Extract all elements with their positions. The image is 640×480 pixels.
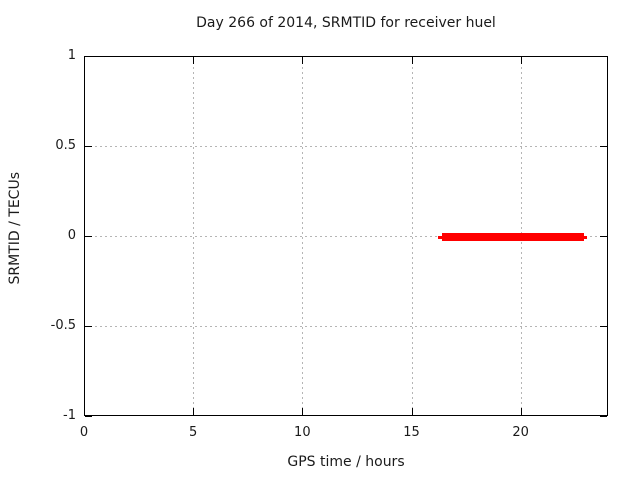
x-axis-label: GPS time / hours bbox=[287, 454, 405, 470]
y-gridline bbox=[85, 326, 607, 327]
y-gridline bbox=[85, 146, 607, 147]
y-tick-label: 0.5 bbox=[55, 138, 76, 153]
y-tick-right bbox=[600, 236, 607, 237]
x-tick-top bbox=[520, 57, 522, 64]
x-tick-bottom bbox=[520, 408, 522, 415]
x-tick-label: 5 bbox=[189, 425, 198, 440]
x-tick-top bbox=[84, 57, 85, 64]
x-tick-label: 0 bbox=[79, 425, 89, 440]
y-tick-label: 0 bbox=[67, 228, 76, 243]
x-tick-label: 20 bbox=[512, 425, 529, 440]
x-tick-top bbox=[302, 57, 304, 64]
series-segment bbox=[583, 235, 588, 239]
y-tick-label: 1 bbox=[67, 48, 76, 63]
y-tick-right bbox=[600, 56, 607, 57]
y-tick-left bbox=[85, 56, 92, 57]
x-tick-bottom bbox=[84, 408, 85, 415]
y-axis-label: SRMTID / TECUs bbox=[7, 172, 23, 285]
y-tick-right bbox=[600, 326, 607, 327]
series-segment bbox=[441, 233, 584, 241]
chart-title: Day 266 of 2014, SRMTID for receiver hue… bbox=[196, 15, 496, 31]
x-tick-bottom bbox=[302, 408, 304, 415]
x-tick-top bbox=[411, 57, 413, 64]
y-tick-label: -0.5 bbox=[50, 318, 76, 333]
y-tick-left bbox=[85, 236, 92, 237]
x-tick-bottom bbox=[193, 408, 195, 415]
x-tick-top bbox=[193, 57, 195, 64]
series-segment bbox=[437, 235, 442, 239]
y-tick-right bbox=[600, 146, 607, 147]
y-tick-left bbox=[85, 146, 92, 147]
y-tick-label: -1 bbox=[63, 408, 76, 423]
x-tick-label: 10 bbox=[294, 425, 311, 440]
x-tick-label: 15 bbox=[403, 425, 420, 440]
y-tick-right bbox=[600, 416, 607, 417]
plot-area: 0 5 10 15 20 -1 -0.5 0 0.5 1 bbox=[51, 48, 608, 440]
y-tick-left bbox=[85, 326, 92, 327]
y-gridline bbox=[85, 236, 607, 237]
y-tick-left bbox=[85, 416, 92, 417]
x-tick-bottom bbox=[411, 408, 413, 415]
